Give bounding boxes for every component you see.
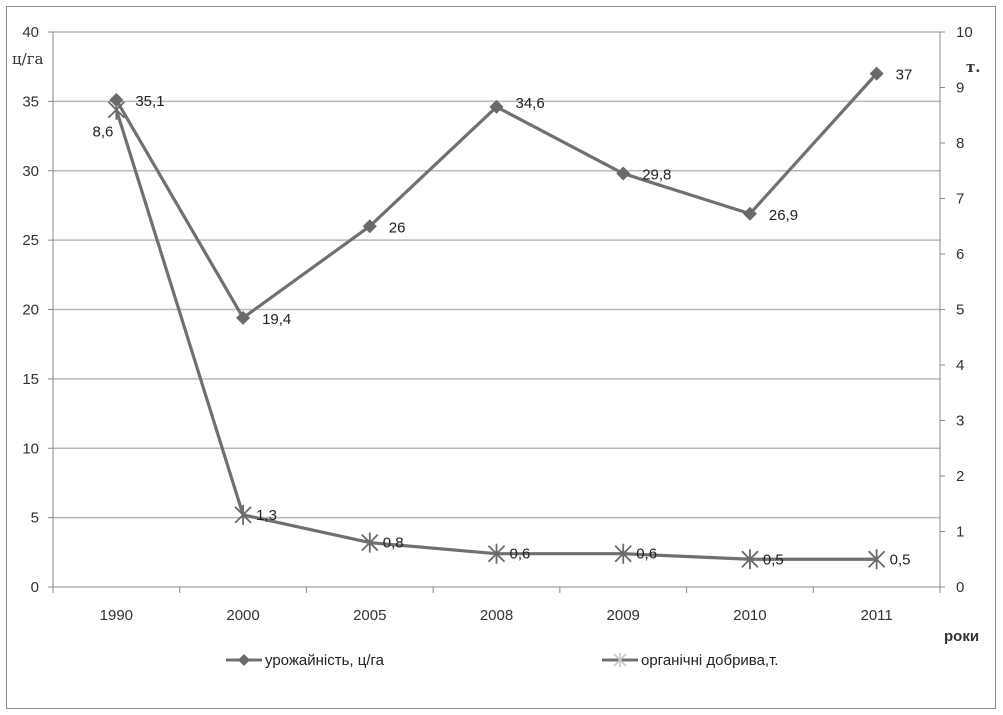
yield-data-label: 37 bbox=[896, 67, 913, 84]
x-tick-label: 2010 bbox=[733, 607, 766, 624]
y-right-tick-label: 10 bbox=[956, 24, 973, 41]
x-axis-label: роки bbox=[944, 628, 979, 645]
data-labels: 35,1 19,4 26 34,6 29,8 26,9 37 8,6 1,3 0,8 0,6 0,6 0… bbox=[92, 67, 912, 569]
x-tick-label: 2008 bbox=[480, 607, 513, 624]
fertilizer-marker bbox=[361, 532, 379, 553]
y-left-tick-label: 0 bbox=[31, 579, 39, 596]
fertilizer-marker bbox=[487, 543, 506, 564]
legend-star-marker bbox=[613, 653, 627, 667]
y-left-tick-label: 15 bbox=[22, 371, 39, 388]
yield-data-label: 26 bbox=[389, 219, 406, 236]
series bbox=[107, 66, 886, 570]
x-tick-label: 2005 bbox=[353, 607, 386, 624]
yield-marker bbox=[616, 166, 631, 181]
y-left-tick-label: 20 bbox=[22, 302, 39, 319]
gridlines bbox=[53, 31, 940, 519]
y-right-tick-label: 2 bbox=[956, 468, 964, 485]
y-right-tick-label: 4 bbox=[956, 357, 964, 374]
series-line-fertilizer bbox=[114, 109, 877, 561]
y-right-tick-label: 9 bbox=[956, 80, 964, 97]
yield-marker bbox=[489, 99, 504, 114]
fertilizer-marker bbox=[107, 99, 125, 120]
fertilizer-data-label: 0,6 bbox=[636, 546, 657, 563]
yield-data-label: 19,4 bbox=[262, 311, 291, 328]
x-tick-label: 2000 bbox=[226, 607, 259, 624]
yield-marker bbox=[869, 66, 884, 81]
x-tick-label: 2009 bbox=[607, 607, 640, 624]
legend-item-fertilizer: органічні добрива,т. bbox=[602, 652, 778, 669]
y-right-tick-label: 5 bbox=[956, 302, 964, 319]
fertilizer-data-label: 0,8 bbox=[383, 535, 404, 552]
y-left-tick-label: 25 bbox=[22, 232, 39, 249]
y-right-unit-label: т. bbox=[966, 58, 981, 76]
y-left-unit-label: ц/га bbox=[12, 50, 44, 68]
legend-item-yield: урожайність, ц/га bbox=[226, 652, 385, 669]
y-right-tick-label: 0 bbox=[956, 579, 964, 596]
x-tick-label: 1990 bbox=[100, 607, 133, 624]
y-left-tick-label: 10 bbox=[22, 440, 39, 457]
yield-data-label: 26,9 bbox=[769, 207, 798, 224]
yield-marker bbox=[742, 206, 757, 221]
y-right-tick-label: 3 bbox=[956, 413, 964, 430]
y-right-tick-label: 7 bbox=[956, 191, 964, 208]
fertilizer-data-label: 0,6 bbox=[510, 546, 531, 563]
fertilizer-data-label: 8,6 bbox=[92, 124, 113, 141]
legend-diamond-marker bbox=[238, 654, 250, 666]
fertilizer-marker bbox=[234, 504, 252, 525]
y-right-tick-label: 1 bbox=[956, 524, 964, 541]
yield-marker bbox=[236, 310, 251, 325]
y-left-tick-label: 40 bbox=[22, 24, 39, 41]
y-left-tick-label: 5 bbox=[31, 510, 39, 527]
yield-data-label: 34,6 bbox=[516, 95, 545, 112]
fertilizer-marker bbox=[868, 549, 886, 570]
legend-label-yield: урожайність, ц/га bbox=[265, 652, 385, 669]
y-right-tick-label: 6 bbox=[956, 246, 964, 263]
legend-label-fertilizer: органічні добрива,т. bbox=[641, 652, 778, 669]
yield-data-label: 29,8 bbox=[642, 167, 671, 184]
tick-labels: 0 5 10 15 20 25 30 35 40 0 1 2 3 4 5 6 7 8 9 10 1990 2000 2005… bbox=[22, 24, 972, 624]
fertilizer-marker bbox=[741, 549, 759, 570]
y-left-tick-label: 30 bbox=[22, 163, 39, 180]
yield-marker bbox=[362, 219, 377, 234]
fertilizer-data-label: 0,5 bbox=[890, 551, 911, 568]
fertilizer-marker bbox=[614, 543, 632, 564]
y-left-tick-label: 35 bbox=[22, 93, 39, 110]
fertilizer-data-label: 1,3 bbox=[256, 507, 277, 524]
x-tick-label: 2011 bbox=[861, 607, 893, 624]
fertilizer-data-label: 0,5 bbox=[763, 551, 784, 568]
y-right-tick-label: 8 bbox=[956, 135, 964, 152]
yield-data-label: 35,1 bbox=[135, 93, 164, 110]
legend: урожайність, ц/га органічні добрива,т. bbox=[226, 652, 778, 669]
